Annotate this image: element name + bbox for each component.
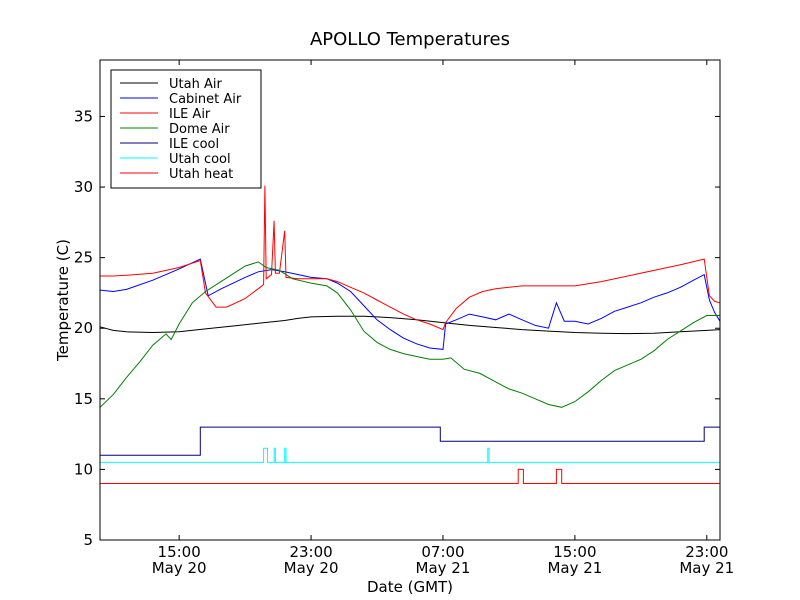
plot-frame (99, 59, 721, 541)
legend-label: Utah Air (169, 77, 222, 92)
chart-title: APOLLO Temperatures (310, 29, 510, 50)
x-tick-time-label: 15:00 (158, 543, 201, 561)
y-tick-label: 10 (74, 460, 93, 478)
series-line-5 (100, 447, 720, 463)
y-tick-label: 20 (74, 319, 93, 337)
x-tick-time-label: 07:00 (421, 543, 464, 561)
legend-label: Utah heat (169, 167, 233, 182)
series-line-2 (100, 185, 721, 331)
x-axis-label: Date (GMT) (367, 578, 453, 596)
y-tick-label: 30 (74, 178, 93, 196)
series-line-0 (99, 315, 721, 335)
series-line-1 (99, 258, 721, 350)
x-tick-date-label: May 21 (679, 559, 734, 577)
y-tick-label: 35 (74, 107, 93, 125)
series-line-6 (100, 468, 720, 484)
legend-label: Cabinet Air (169, 92, 242, 107)
y-tick-label: 15 (74, 390, 93, 408)
legend-box (110, 69, 262, 189)
y-tick-label: 5 (83, 531, 93, 549)
x-tick-date-label: May 21 (416, 559, 471, 577)
series-line-4 (100, 426, 720, 456)
y-tick-label: 25 (74, 249, 93, 267)
legend-label: ILE Air (169, 107, 211, 122)
series-line-3 (99, 261, 720, 408)
legend-label: Dome Air (169, 122, 230, 137)
x-tick-date-label: May 20 (152, 559, 207, 577)
legend-label: Utah cool (169, 152, 231, 167)
y-axis-label: Temperature (C) (54, 239, 72, 362)
x-tick-time-label: 15:00 (553, 543, 596, 561)
x-tick-date-label: May 21 (547, 559, 602, 577)
x-tick-date-label: May 20 (284, 559, 339, 577)
legend-label: ILE cool (169, 137, 219, 152)
x-tick-time-label: 23:00 (685, 543, 728, 561)
x-tick-time-label: 23:00 (289, 543, 332, 561)
plot-area (99, 185, 721, 484)
